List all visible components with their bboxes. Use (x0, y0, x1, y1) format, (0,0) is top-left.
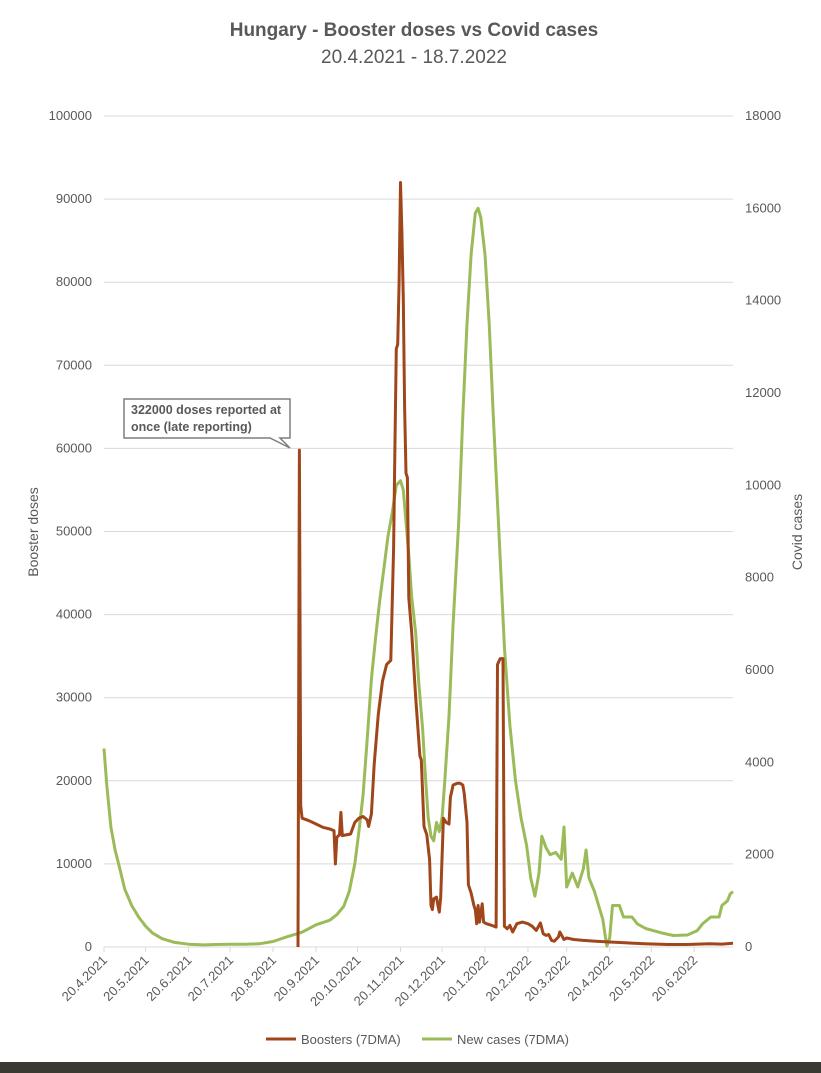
left-tick-label: 80000 (56, 274, 92, 289)
legend-label-cases: New cases (7DMA) (457, 1032, 569, 1047)
right-tick-label: 4000 (745, 754, 774, 769)
left-axis-title: Booster doses (25, 487, 41, 577)
x-tick-label: 20.5.2022 (606, 953, 658, 1005)
left-tick-label: 0 (85, 939, 92, 954)
annotation-box (123, 398, 291, 449)
legend-label-boosters: Boosters (7DMA) (301, 1032, 401, 1047)
x-tick-label: 20.1.2022 (440, 953, 492, 1005)
left-tick-label: 20000 (56, 773, 92, 788)
chart-subtitle: 20.4.2021 - 18.7.2022 (321, 47, 507, 68)
left-tick-label: 60000 (56, 440, 92, 455)
right-tick-label: 8000 (745, 570, 774, 585)
annotation-callout: 322000 doses reported at once (late repo… (123, 398, 291, 449)
boosters-line (296, 181, 734, 948)
right-tick-label: 10000 (745, 477, 781, 492)
x-tick-label: 20.6.2022 (649, 953, 701, 1005)
chart-title: Hungary - Booster doses vs Covid cases (230, 20, 599, 41)
gridlines (104, 115, 733, 948)
x-tick-label: 20.8.2021 (228, 953, 280, 1005)
right-tick-label: 6000 (745, 662, 774, 677)
x-tick-label: 20.5.2021 (100, 953, 152, 1005)
right-tick-label: 2000 (745, 847, 774, 862)
x-axis-ticks: 20.4.202120.5.202120.6.202120.7.202120.8… (59, 947, 701, 1009)
left-tick-label: 30000 (56, 690, 92, 705)
right-axis-title: Covid cases (789, 494, 805, 570)
series-lines (102, 181, 734, 948)
x-tick-label: 20.7.2021 (185, 953, 237, 1005)
right-tick-label: 18000 (745, 108, 781, 123)
left-tick-label: 10000 (56, 856, 92, 871)
footer-bar (0, 1062, 821, 1073)
right-tick-label: 16000 (745, 200, 781, 215)
annotation-line-1: 322000 doses reported at (131, 403, 282, 417)
right-tick-label: 12000 (745, 385, 781, 400)
left-axis-ticks: 0 10000 20000 30000 40000 50000 60000 70000 8000… (49, 108, 92, 954)
left-tick-label: 70000 (56, 357, 92, 372)
left-tick-label: 40000 (56, 607, 92, 622)
right-tick-label: 0 (745, 939, 752, 954)
left-tick-label: 50000 (56, 524, 92, 539)
right-tick-label: 14000 (745, 293, 781, 308)
annotation-line-2: once (late reporting) (131, 420, 252, 434)
left-tick-label: 100000 (49, 108, 92, 123)
legend: Boosters (7DMA) New cases (7DMA) (266, 1032, 569, 1047)
left-tick-label: 90000 (56, 191, 92, 206)
cases-line (102, 206, 734, 948)
right-axis-ticks: 0 2000 4000 6000 8000 10000 12000 14000 16000 180… (745, 108, 781, 954)
